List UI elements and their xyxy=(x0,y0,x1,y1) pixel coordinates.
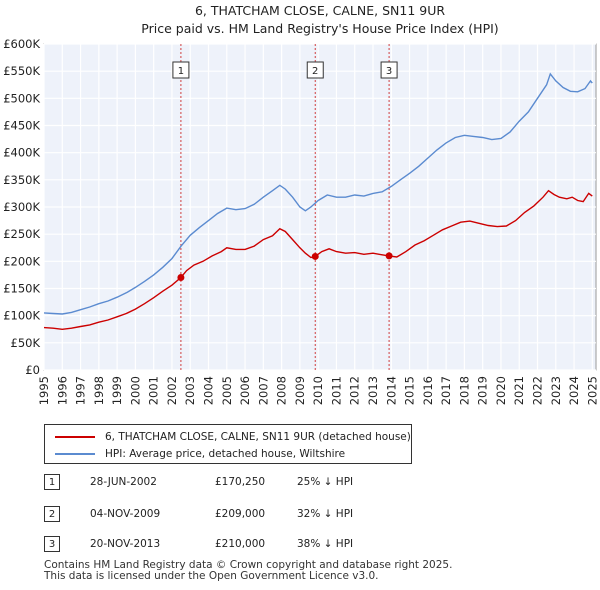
x-tick-label: 2006 xyxy=(238,376,252,405)
legend-property-line xyxy=(55,436,95,438)
x-tick-label: 1999 xyxy=(110,376,124,405)
x-tick-label: 2003 xyxy=(183,376,197,405)
sale-label-box xyxy=(172,61,190,79)
table-row: 1 28-JUN-2002 £170,250 25% ↓ HPI xyxy=(44,474,544,492)
y-tick-label: £200K xyxy=(3,254,40,268)
x-tick-label: 1996 xyxy=(55,376,69,405)
x-tick-label: 2015 xyxy=(403,376,417,405)
x-tick-label: 2023 xyxy=(549,376,563,405)
sale-price: £170,250 xyxy=(215,476,266,488)
legend-hpi-label: HPI: Average price, detached house, Wilt… xyxy=(105,448,346,460)
x-tick-label: 2011 xyxy=(329,376,343,405)
sale-hpi-diff: 32% ↓ HPI xyxy=(297,508,354,520)
hpi-line xyxy=(43,72,593,315)
y-tick-label: £450K xyxy=(3,119,40,133)
x-tick-label: 1998 xyxy=(92,376,106,405)
y-tick-label: £300K xyxy=(3,200,40,214)
x-tick-label: 2001 xyxy=(147,376,161,405)
sale-date: 28-JUN-2002 xyxy=(90,476,157,488)
sale-label: 2 xyxy=(312,66,318,77)
x-tick-label: 2018 xyxy=(457,376,471,405)
x-tick-label: 2014 xyxy=(384,376,398,405)
y-tick-label: £500K xyxy=(3,91,40,105)
y-tick-label: £50K xyxy=(11,336,41,350)
y-tick-label: £350K xyxy=(3,173,40,187)
footer: Contains HM Land Registry data © Crown c… xyxy=(44,560,452,582)
x-tick-label: 2008 xyxy=(275,376,289,405)
legend: 6, THATCHAM CLOSE, CALNE, SN11 9UR (deta… xyxy=(44,424,412,464)
sale-number-badge: 2 xyxy=(44,506,60,522)
sale-hpi-diff: 25% ↓ HPI xyxy=(297,476,354,488)
x-tick-label: 2022 xyxy=(531,376,545,405)
x-tick-label: 2017 xyxy=(439,376,453,405)
x-tick-label: 2004 xyxy=(202,376,216,405)
x-tick-label: 2002 xyxy=(165,376,179,405)
x-tick-label: 2016 xyxy=(421,376,435,405)
sale-date: 20-NOV-2013 xyxy=(90,538,161,550)
price-chart: 6, THATCHAM CLOSE, CALNE, SN11 9UR Price… xyxy=(3,3,599,405)
price-paid-line xyxy=(43,189,593,331)
x-tick-label: 2010 xyxy=(311,376,325,405)
chart-title: 6, THATCHAM CLOSE, CALNE, SN11 9UR xyxy=(195,3,445,18)
x-tick-label: 2021 xyxy=(512,376,526,405)
y-tick-label: £250K xyxy=(3,227,40,241)
sale-point xyxy=(177,273,185,281)
sale-hpi-diff: 38% ↓ HPI xyxy=(297,538,354,550)
sale-date: 04-NOV-2009 xyxy=(90,508,161,520)
x-tick-label: 2024 xyxy=(567,376,581,405)
footer-licence: This data is licensed under the Open Gov… xyxy=(44,570,379,582)
x-tick-label: 1995 xyxy=(37,376,51,405)
sale-label-box xyxy=(306,61,324,79)
x-tick-label: 2000 xyxy=(128,376,142,405)
y-tick-label: £550K xyxy=(3,64,40,78)
x-tick-label: 2020 xyxy=(494,376,508,405)
x-tick-label: 2025 xyxy=(585,376,599,405)
sale-point xyxy=(385,252,393,260)
y-tick-label: £600K xyxy=(3,37,40,51)
x-tick-label: 2019 xyxy=(476,376,490,405)
footer-copyright: Contains HM Land Registry data © Crown c… xyxy=(44,559,453,571)
y-tick-label: £150K xyxy=(3,282,40,296)
y-tick-label: £0 xyxy=(25,363,40,377)
x-tick-label: 2012 xyxy=(348,376,362,405)
sale-label: 3 xyxy=(386,66,392,77)
x-tick-label: 2013 xyxy=(366,376,380,405)
legend-property-label: 6, THATCHAM CLOSE, CALNE, SN11 9UR (deta… xyxy=(105,431,411,443)
sale-price: £210,000 xyxy=(215,538,266,550)
sale-number-badge: 1 xyxy=(44,474,60,490)
chart-subtitle: Price paid vs. HM Land Registry's House … xyxy=(141,21,498,36)
y-tick-label: £100K xyxy=(3,309,40,323)
x-tick-label: 2005 xyxy=(220,376,234,405)
x-tick-label: 2007 xyxy=(256,376,270,405)
sale-label-box xyxy=(380,61,398,79)
sale-price: £209,000 xyxy=(215,508,266,520)
table-row: 3 20-NOV-2013 £210,000 38% ↓ HPI xyxy=(44,536,544,554)
x-tick-label: 2009 xyxy=(293,376,307,405)
x-tick-label: 1997 xyxy=(74,376,88,405)
sale-point xyxy=(311,252,319,260)
y-tick-label: £400K xyxy=(3,146,40,160)
table-row: 2 04-NOV-2009 £209,000 32% ↓ HPI xyxy=(44,506,544,524)
sale-number-badge: 3 xyxy=(44,536,60,552)
sale-label: 1 xyxy=(178,66,184,77)
legend-item-hpi: HPI: Average price, detached house, Wilt… xyxy=(55,445,345,463)
legend-item-property: 6, THATCHAM CLOSE, CALNE, SN11 9UR (deta… xyxy=(55,428,411,446)
legend-hpi-line xyxy=(55,453,95,455)
